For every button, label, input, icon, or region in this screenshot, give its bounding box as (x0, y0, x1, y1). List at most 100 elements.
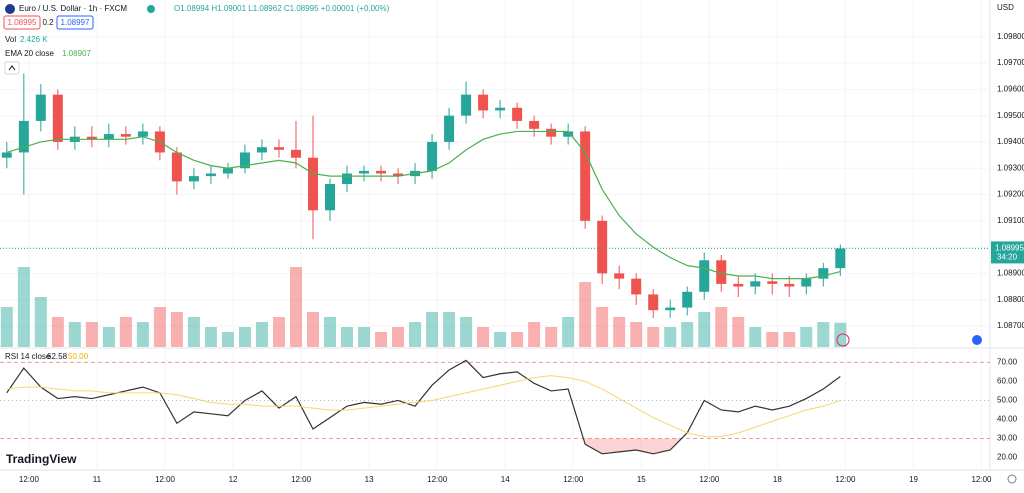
candle-body (495, 107, 506, 111)
candle-body (1, 152, 12, 158)
candle-body (529, 120, 540, 129)
volume-bar (238, 327, 251, 347)
volume-bar (630, 322, 643, 347)
sell-price[interactable]: 1.08995 (8, 18, 37, 27)
y-tick-label: 1.09600 (997, 84, 1024, 93)
x-tick-label: 12 (229, 475, 238, 484)
volume-bar (460, 317, 473, 347)
candle-body (580, 131, 591, 221)
x-tick-label: 12:00 (155, 475, 176, 484)
line-series (6, 375, 841, 438)
candle-body (444, 115, 455, 142)
candle-body (512, 107, 523, 121)
candle-body (35, 94, 46, 121)
volume-bar (715, 307, 728, 347)
volume-bar (17, 267, 30, 347)
candle-body (614, 273, 625, 279)
y-tick-label: 50.00 (997, 396, 1018, 405)
collapse-icon (8, 65, 16, 71)
spread: 0.2 (42, 18, 54, 27)
line-series (6, 130, 841, 280)
symbol[interactable]: Euro / U.S. Dollar · 1h · FXCM (19, 4, 127, 13)
x-tick-label: 12:00 (291, 475, 312, 484)
volume-bar (511, 332, 524, 347)
buy-price[interactable]: 1.08997 (61, 18, 90, 27)
y-tick-label: 1.08800 (997, 295, 1024, 304)
candle-body (103, 134, 114, 140)
collapse-button[interactable] (4, 61, 20, 75)
volume-bar (477, 327, 490, 347)
candle-body (273, 147, 284, 150)
candle-body (86, 136, 97, 140)
candle-body (376, 170, 387, 174)
volume-bar (0, 307, 13, 347)
candle-body (597, 220, 608, 274)
volume-bar (170, 312, 183, 347)
candle-body (665, 307, 676, 311)
volume-bar (817, 322, 830, 347)
volume-bar (528, 322, 541, 347)
candle-body (682, 291, 693, 308)
candle-body (137, 131, 148, 137)
x-tick-label: 15 (637, 475, 646, 484)
event-icon[interactable] (836, 333, 850, 347)
volume-bar (221, 332, 234, 347)
candle-body (239, 152, 250, 169)
y-tick-label: 60.00 (997, 377, 1018, 386)
candle-body (188, 176, 199, 182)
candle-body (801, 278, 812, 287)
candle-body (767, 281, 778, 284)
volume-bar (324, 317, 336, 347)
volume-bar (749, 327, 762, 347)
settings-icon[interactable] (1007, 474, 1017, 484)
candle-body (256, 147, 267, 153)
volume-bar (426, 312, 439, 347)
candle-body (784, 283, 795, 287)
candle-body (818, 268, 829, 279)
currency[interactable]: USD (997, 3, 1014, 12)
line-series (6, 359, 841, 455)
x-tick-label: 11 (93, 475, 102, 484)
buy-button[interactable] (56, 15, 94, 30)
x-tick-label: 12:00 (971, 475, 992, 484)
volume-bar (443, 312, 456, 347)
volume-bar (119, 317, 132, 347)
candle-body (546, 128, 557, 137)
x-tick-label: 12:00 (19, 475, 40, 484)
last-price-label: 1.08995 (995, 244, 1024, 253)
y-tick-label: 1.09800 (997, 32, 1024, 41)
legend-value: 50.00 (68, 352, 89, 361)
candle-body (171, 152, 182, 182)
volume-bar (153, 307, 166, 347)
legend-label: Vol (5, 35, 16, 44)
oversold-fill (583, 438, 682, 454)
x-tick-label: 14 (501, 475, 510, 484)
volume-bar (579, 282, 592, 347)
candle-body (307, 157, 318, 211)
legend-value: 2.426 K (20, 35, 48, 44)
logo: TradingView (6, 452, 77, 466)
legend-value: 1.08907 (62, 49, 91, 58)
volume-bar (136, 322, 149, 347)
legend-label: RSI 14 close (5, 352, 51, 361)
volume-bar (187, 317, 200, 347)
y-tick-label: 1.08900 (997, 269, 1024, 278)
sell-button[interactable] (3, 15, 41, 30)
legend-label: EMA 20 close (5, 49, 54, 58)
volume-bar (664, 327, 677, 347)
volume-bar (34, 297, 47, 347)
ohlc: O1.08994 H1.09001 L1.08962 C1.08995 +0.0… (174, 4, 390, 13)
volume-bar (545, 327, 558, 347)
candle-body (716, 260, 727, 284)
symbol-icon[interactable] (5, 4, 15, 14)
volume-bar (562, 317, 575, 347)
volume-bar (596, 307, 609, 347)
volume-bar (358, 327, 371, 347)
candle-body (699, 260, 710, 292)
y-tick-label: 1.09700 (997, 58, 1024, 67)
candle-body (290, 149, 301, 158)
volume-bar (341, 327, 354, 347)
candle-body (478, 94, 489, 111)
candle-body (120, 134, 131, 137)
